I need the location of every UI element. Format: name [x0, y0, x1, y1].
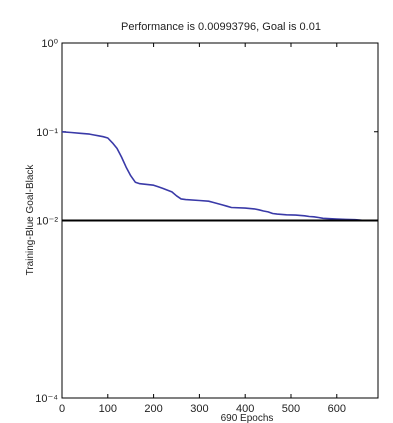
x-tick-label: 400 — [236, 403, 254, 415]
x-axis-label: 690 Epochs — [221, 413, 274, 423]
x-tick-label: 200 — [144, 403, 162, 415]
x-tick-label: 100 — [99, 403, 117, 415]
x-tick-label: 500 — [282, 403, 300, 415]
x-tick-label: 600 — [328, 403, 346, 415]
y-tick-label: 10⁻⁴ — [35, 393, 58, 405]
ticks-layer: 0 100 200 300 400 500 600 10⁰ 10⁻¹ 10⁻² 10⁻⁴ — [35, 38, 378, 415]
series-layer — [61, 131, 378, 222]
y-tick-label: 10⁻¹ — [36, 127, 58, 139]
training-series-line — [61, 131, 378, 222]
y-tick-label: 10⁰ — [41, 38, 58, 50]
x-tick-label: 0 — [59, 403, 65, 415]
x-tick-label: 300 — [190, 403, 208, 415]
y-axis-label: Training-Blue Goal-Black — [25, 164, 36, 276]
y-tick-label: 10⁻² — [36, 216, 58, 228]
chart-title: Performance is 0.00993796, Goal is 0.01 — [121, 21, 321, 33]
